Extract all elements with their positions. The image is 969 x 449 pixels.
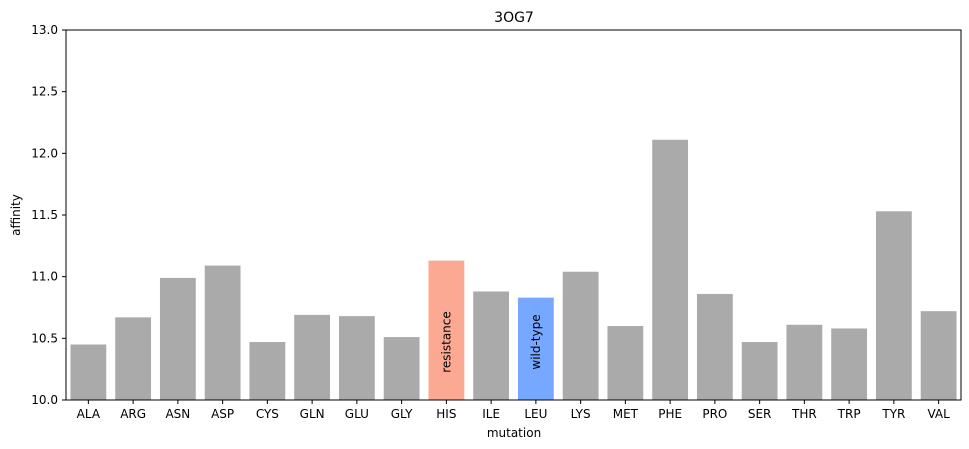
x-axis-label: mutation: [487, 426, 541, 440]
x-tick-label: GLY: [391, 407, 413, 421]
y-axis: 10.0 10.5 11.0 11.5 12.0 12.5 13.0: [31, 23, 66, 407]
y-tick-label: 13.0: [31, 23, 58, 37]
bar-gln: [294, 314, 331, 400]
x-axis: ALA ARG ASN ASP CYS GLN GLU GLY HIS ILE LEU LYS MET P…: [77, 400, 950, 421]
x-tick-label: VAL: [927, 407, 950, 421]
bar-annotation-resistance: resistance: [439, 311, 453, 373]
bar-leu: [517, 297, 554, 400]
x-tick-label: SER: [748, 407, 772, 421]
x-tick-label: ALA: [77, 407, 101, 421]
x-tick-label: GLN: [300, 407, 325, 421]
x-tick-label: ARG: [120, 407, 146, 421]
bar-thr: [786, 324, 823, 400]
bar-tyr: [875, 211, 912, 400]
bar-asp: [204, 265, 241, 400]
bar-lys: [562, 271, 599, 400]
bar-asn: [159, 277, 196, 400]
bar-pro: [696, 293, 733, 400]
x-tick-label: TRP: [837, 407, 861, 421]
chart-title: 3OG7: [494, 10, 534, 26]
x-tick-label: ILE: [482, 407, 500, 421]
x-tick-label: THR: [791, 407, 817, 421]
bar-val: [920, 311, 957, 400]
bar-trp: [831, 328, 868, 400]
y-axis-label: affinity: [9, 194, 23, 236]
bar-glu: [338, 316, 375, 400]
x-tick-label: LEU: [524, 407, 547, 421]
plot-frame: [65, 29, 962, 401]
x-tick-label: MET: [613, 407, 639, 421]
bar-met: [607, 326, 644, 400]
bar-phe: [652, 139, 689, 400]
bar-cys: [249, 342, 286, 400]
y-tick-label: 12.0: [31, 146, 58, 160]
x-tick-label: ASP: [211, 407, 234, 421]
bar-ile: [473, 291, 510, 400]
x-tick-label: HIS: [436, 407, 456, 421]
x-tick-label: LYS: [571, 407, 591, 421]
y-tick-label: 11.5: [31, 208, 58, 222]
y-tick-label: 10.0: [31, 393, 58, 407]
x-tick-label: ASN: [165, 407, 190, 421]
bar-ser: [741, 342, 778, 400]
bars-group: [70, 139, 957, 400]
y-tick-label: 10.5: [31, 331, 58, 345]
x-tick-label: GLU: [345, 407, 369, 421]
x-tick-label: TYR: [881, 407, 905, 421]
bar-his: [428, 260, 465, 400]
y-tick-label: 12.5: [31, 85, 58, 99]
bar-annotation-wild_type: wild-type: [529, 314, 543, 369]
bar-annotations: resistance wild-type: [439, 311, 543, 373]
bar-ala: [70, 344, 107, 400]
x-tick-label: PHE: [658, 407, 682, 421]
bar-gly: [383, 337, 420, 400]
bar-arg: [115, 317, 152, 400]
y-tick-label: 11.0: [31, 270, 58, 284]
x-tick-label: CYS: [256, 407, 279, 421]
x-tick-label: PRO: [702, 407, 727, 421]
